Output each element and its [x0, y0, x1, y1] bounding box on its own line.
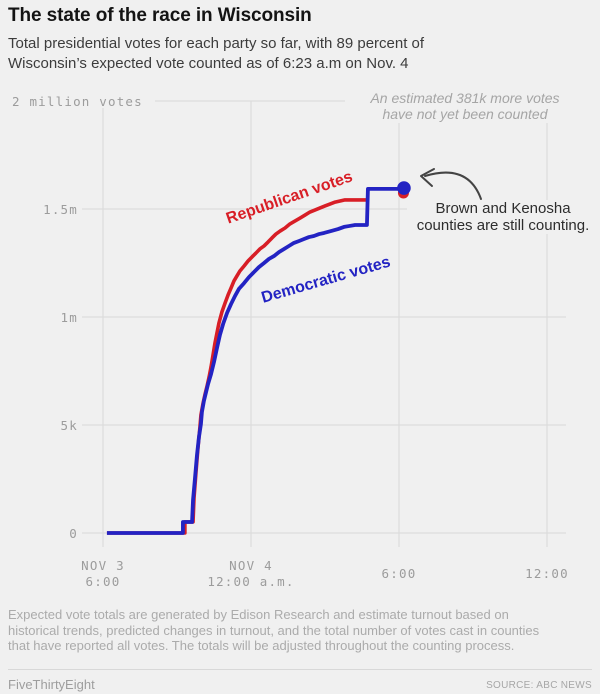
democratic-endpoint-dot	[397, 181, 411, 195]
chart-subtitle: Total presidential votes for each party …	[8, 35, 425, 72]
democratic-line	[106, 187, 404, 535]
x-tick-label: NOV 3 6:00	[81, 558, 125, 589]
y-tick-label: 1m	[60, 309, 78, 325]
counting-annotation: Brown and Kenosha counties are still cou…	[407, 200, 599, 234]
x-tick-label: 12:00	[525, 566, 569, 581]
methodology-footnote: Expected vote totals are generated by Ed…	[8, 607, 540, 653]
fivethirtyeight-brand: FiveThirtyEight	[8, 677, 95, 692]
y-axis-top-label: 2 million votes	[12, 94, 143, 109]
y-tick-label: 1.5m	[43, 201, 78, 217]
estimate-annotation: An estimated 381k more votes have not ye…	[345, 90, 585, 122]
footer-divider	[8, 669, 592, 670]
x-tick-label: 6:00	[381, 566, 417, 581]
y-tick-label: 0	[69, 525, 78, 541]
page-title: The state of the race in Wisconsin	[8, 5, 312, 26]
y-tick-label: 5k	[60, 417, 78, 433]
source-credit: SOURCE: ABC NEWS	[486, 680, 592, 691]
callout-arrow	[424, 171, 482, 200]
callout-arrowhead	[420, 168, 435, 187]
republican-line	[106, 198, 366, 535]
x-tick-label: NOV 4 12:00 a.m.	[207, 558, 295, 589]
